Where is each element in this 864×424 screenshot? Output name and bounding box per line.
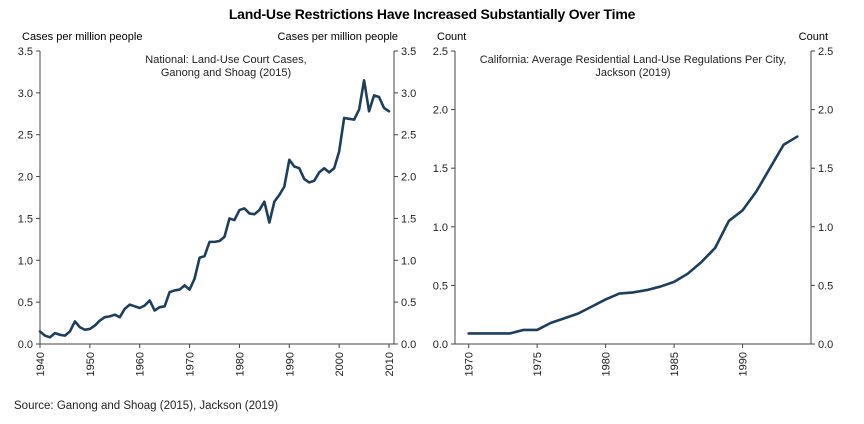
chart1-annotation-line: National: Land-Use Court Cases, bbox=[145, 54, 306, 66]
chart2-xtick-label: 1980 bbox=[601, 352, 613, 376]
chart2-ytick-label-left: 2.0 bbox=[433, 105, 448, 117]
chart1-ytick-label-right: 1.5 bbox=[401, 213, 416, 225]
chart1-ytick-label-right: 3.0 bbox=[401, 88, 416, 100]
chart1-ylabel-left: Cases per million people bbox=[22, 31, 142, 43]
chart1-annotation-line: Ganong and Shoag (2015) bbox=[161, 67, 291, 79]
chart1-xtick-label: 1960 bbox=[135, 352, 147, 376]
chart1-ytick-label-left: 2.0 bbox=[18, 172, 33, 184]
chart2-xtick-label: 1990 bbox=[738, 352, 750, 376]
chart1-xtick-label: 1970 bbox=[185, 352, 197, 376]
chart2-ytick-label-left: 1.5 bbox=[433, 163, 448, 175]
chart1-ytick-label-left: 0.5 bbox=[18, 297, 33, 309]
chart2-ytick-label-right: 1.0 bbox=[818, 222, 833, 234]
chart2-ytick-label-right: 2.5 bbox=[818, 46, 833, 58]
chart2-ytick-label-left: 0.0 bbox=[433, 339, 448, 351]
chart2-ylabel-right: Count bbox=[799, 31, 828, 43]
chart1-ytick-label-right: 0.5 bbox=[401, 297, 416, 309]
chart2-ylabel-left: Count bbox=[437, 31, 466, 43]
chart2-xtick-label: 1970 bbox=[464, 352, 476, 376]
chart2-ytick-label-right: 0.5 bbox=[818, 280, 833, 292]
chart1-xtick-label: 1980 bbox=[234, 352, 246, 376]
chart2-xtick-label: 1985 bbox=[669, 352, 681, 376]
chart-title: Land-Use Restrictions Have Increased Sub… bbox=[228, 6, 636, 22]
chart1-series-line bbox=[38, 79, 391, 339]
chart1-ytick-label-left: 3.0 bbox=[18, 88, 33, 100]
chart1-ytick-label-left: 2.5 bbox=[18, 130, 33, 142]
chart2-annotation-line: Jackson (2019) bbox=[595, 67, 670, 79]
chart1-ytick-label-right: 1.0 bbox=[401, 255, 416, 267]
chart1-ytick-label-left: 0.0 bbox=[18, 339, 33, 351]
chart1-ytick-label-right: 2.0 bbox=[401, 172, 416, 184]
chart1-xtick-label: 2010 bbox=[384, 352, 396, 376]
chart2-ytick-label-right: 2.0 bbox=[818, 105, 833, 117]
chart1-ytick-label-right: 3.5 bbox=[401, 46, 416, 58]
chart2-series-line bbox=[467, 135, 799, 335]
chart1-ytick-label-left: 1.5 bbox=[18, 213, 33, 225]
chart2-xtick-label: 1975 bbox=[532, 352, 544, 376]
chart2-ytick-label-left: 1.0 bbox=[433, 222, 448, 234]
chart2-annotation-line: California: Average Residential Land-Use… bbox=[480, 54, 787, 66]
chart1-ytick-label-left: 3.5 bbox=[18, 46, 33, 58]
chart1-xtick-label: 1990 bbox=[284, 352, 296, 376]
chart1-xtick-label: 1950 bbox=[85, 352, 97, 376]
chart1-xtick-label: 1940 bbox=[35, 352, 47, 376]
chart1-xtick-label: 2000 bbox=[334, 352, 346, 376]
chart1-ytick-label-left: 1.0 bbox=[18, 255, 33, 267]
chart2-ytick-label-right: 1.5 bbox=[818, 163, 833, 175]
chart1-ytick-label-right: 0.0 bbox=[401, 339, 416, 351]
chart2-ytick-label-right: 0.0 bbox=[818, 339, 833, 351]
chart2-ytick-label-left: 2.5 bbox=[433, 46, 448, 58]
source-note: Source: Ganong and Shoag (2015), Jackson… bbox=[14, 400, 279, 412]
chart1-ylabel-right: Cases per million people bbox=[278, 31, 398, 43]
chart2-ytick-label-left: 0.5 bbox=[433, 280, 448, 292]
chart1-ytick-label-right: 2.5 bbox=[401, 130, 416, 142]
